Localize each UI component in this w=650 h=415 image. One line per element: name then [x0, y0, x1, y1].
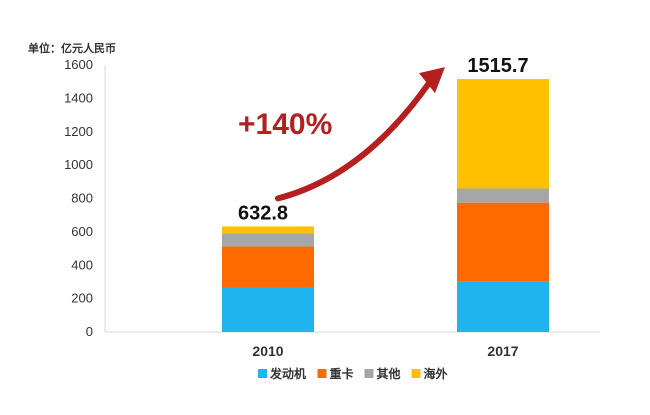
unit-label: 单位：亿元人民币 — [28, 41, 116, 55]
y-tick-label: 600 — [71, 224, 93, 239]
y-tick-label: 1400 — [64, 90, 93, 105]
total-label: 632.8 — [238, 202, 288, 224]
y-tick-label: 1000 — [64, 157, 93, 172]
y-tick-label: 200 — [71, 291, 93, 306]
legend-label: 海外 — [424, 366, 448, 381]
legend-label: 其他 — [377, 366, 401, 381]
total-label: 1515.7 — [467, 55, 528, 77]
axis-group: 单位：亿元人民币 0 200 400 600 800 1000 1200 1400 1600 — [28, 41, 600, 339]
bar-segment — [222, 246, 314, 287]
y-tick-label: 1600 — [64, 57, 93, 72]
y-tick-label: 0 — [86, 324, 93, 339]
bars-group — [222, 79, 549, 332]
legend-swatch — [364, 369, 374, 378]
y-tick-label: 800 — [71, 191, 93, 206]
growth-annotation: +140% — [238, 108, 332, 141]
bar-segment — [457, 202, 549, 282]
bar-segment — [222, 233, 314, 247]
bar-segment — [457, 79, 549, 189]
legend-swatch — [258, 369, 267, 378]
legend-swatch — [411, 369, 421, 378]
x-tick-label: 2010 — [252, 343, 283, 359]
bar-segment — [457, 188, 549, 203]
bar-segment — [222, 286, 314, 332]
legend-swatch — [317, 369, 327, 378]
bar-segment — [222, 226, 314, 234]
labels-group: 2010 632.8 2017 1515.7 +140% — [238, 55, 529, 359]
y-tick-label: 400 — [71, 257, 93, 272]
x-tick-label: 2017 — [487, 343, 518, 359]
growth-arrow — [275, 80, 432, 202]
y-tick-label: 1200 — [64, 124, 93, 139]
bar-segment — [457, 281, 549, 332]
legend-label: 重卡 — [330, 366, 354, 381]
growth-arrow-head — [419, 67, 445, 94]
legend-label: 发动机 — [269, 366, 306, 381]
legend: 发动机 重卡 其他 海外 — [258, 366, 448, 381]
